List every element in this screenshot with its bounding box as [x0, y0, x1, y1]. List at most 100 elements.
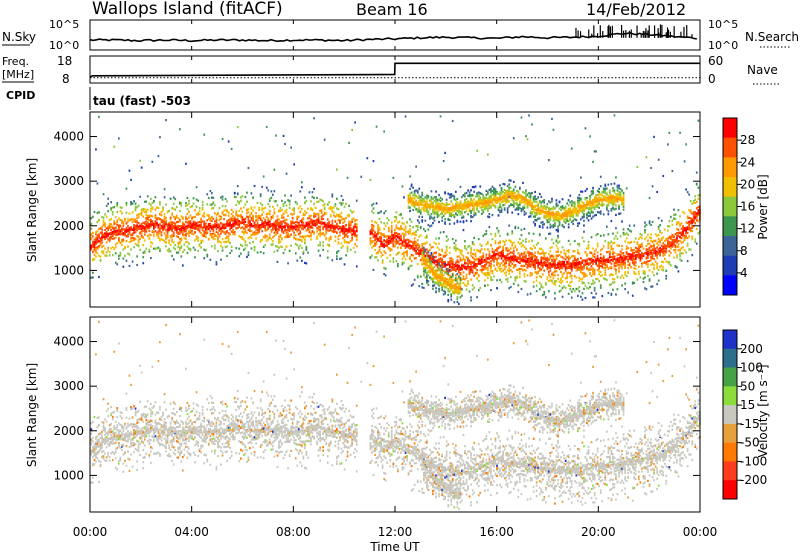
power-cell	[255, 232, 257, 234]
power-cell	[295, 226, 297, 228]
power-cell	[380, 221, 382, 223]
power-cell	[476, 204, 478, 206]
power-cell	[328, 223, 330, 225]
power-cell	[226, 245, 228, 247]
power-cell	[452, 274, 454, 276]
power-cell	[284, 222, 286, 224]
power-cell	[377, 229, 379, 231]
power-cell	[463, 255, 465, 257]
power-cell	[370, 243, 372, 245]
power-cell	[272, 217, 274, 219]
power-cell	[234, 231, 236, 233]
power-cell	[182, 227, 184, 229]
power-cell	[339, 222, 341, 224]
power-cell	[150, 234, 152, 236]
power-cell	[335, 225, 337, 227]
power-cell	[135, 221, 137, 223]
nsky-label: N.Sky	[2, 30, 36, 44]
power-cell	[441, 216, 443, 218]
power-cell	[379, 248, 381, 250]
power-cell	[371, 210, 373, 212]
power-cell	[417, 229, 419, 231]
power-cell	[396, 227, 398, 229]
power-cell	[397, 265, 399, 267]
power-cell	[421, 194, 423, 196]
power-cell	[336, 258, 338, 260]
power-cell	[434, 273, 436, 275]
power-cell	[399, 233, 401, 235]
power-cell	[403, 245, 405, 247]
power-cell	[496, 193, 498, 195]
power-cell	[164, 240, 166, 242]
power-cell	[281, 209, 283, 211]
power-cell	[228, 215, 230, 217]
power-cell	[447, 263, 449, 265]
power-cell	[493, 204, 495, 206]
power-cell	[438, 290, 440, 292]
date-title: 14/Feb/2012	[586, 0, 686, 19]
power-cell	[136, 227, 138, 229]
power-cell	[447, 268, 449, 270]
power-cell	[306, 212, 308, 214]
power-cell	[245, 218, 247, 220]
power-cell	[155, 216, 157, 218]
power-cell	[306, 262, 308, 264]
power-cell	[339, 258, 341, 260]
power-cell	[319, 255, 321, 257]
power-cell	[443, 208, 445, 210]
power-cell	[130, 248, 132, 250]
power-cell	[315, 225, 317, 227]
power-cell	[383, 228, 385, 230]
power-cell	[385, 252, 387, 254]
power-cell	[400, 246, 402, 248]
power-cell	[400, 243, 402, 245]
power-cell	[499, 191, 501, 193]
power-cell	[452, 280, 454, 282]
power-cell	[95, 248, 97, 250]
power-cell	[466, 277, 468, 279]
power-cell	[234, 222, 236, 224]
power-cell	[478, 280, 480, 282]
power-cell	[142, 230, 144, 232]
power-cell	[476, 193, 478, 195]
power-cell	[455, 274, 457, 276]
nsky-tick-bottom: 10^0	[49, 39, 79, 52]
power-cell	[397, 235, 399, 237]
power-cell	[171, 227, 173, 229]
power-cell	[190, 220, 192, 222]
power-cell	[489, 250, 491, 252]
power-cell	[434, 206, 436, 208]
power-cell	[219, 215, 221, 217]
power-cell	[228, 225, 230, 227]
power-cell	[382, 241, 384, 243]
freq-tick-top: 18	[57, 54, 72, 68]
power-cell	[162, 207, 164, 209]
power-cell	[469, 262, 471, 264]
power-cell	[272, 206, 274, 208]
power-cell	[336, 252, 338, 254]
power-cell	[425, 236, 427, 238]
power-cell	[138, 213, 140, 215]
power-cell	[438, 288, 440, 290]
power-cell	[495, 193, 497, 195]
power-cell	[376, 256, 378, 258]
power-cell	[112, 227, 114, 229]
power-cell	[336, 226, 338, 228]
power-cell	[173, 258, 175, 260]
power-cell	[200, 240, 202, 242]
power-cell	[388, 219, 390, 221]
power-cell	[95, 236, 97, 238]
power-cell	[443, 264, 445, 266]
power-cell	[307, 252, 309, 254]
power-cell	[116, 234, 118, 236]
power-cell	[184, 249, 186, 251]
power-cell	[293, 222, 295, 224]
power-cell	[426, 197, 428, 199]
power-cell	[449, 203, 451, 205]
power-cell	[486, 274, 488, 276]
nsearch-label: N.Search	[745, 30, 799, 44]
power-cell	[348, 142, 350, 144]
power-cell	[438, 199, 440, 201]
power-cell	[446, 271, 448, 273]
power-cell	[235, 196, 237, 198]
